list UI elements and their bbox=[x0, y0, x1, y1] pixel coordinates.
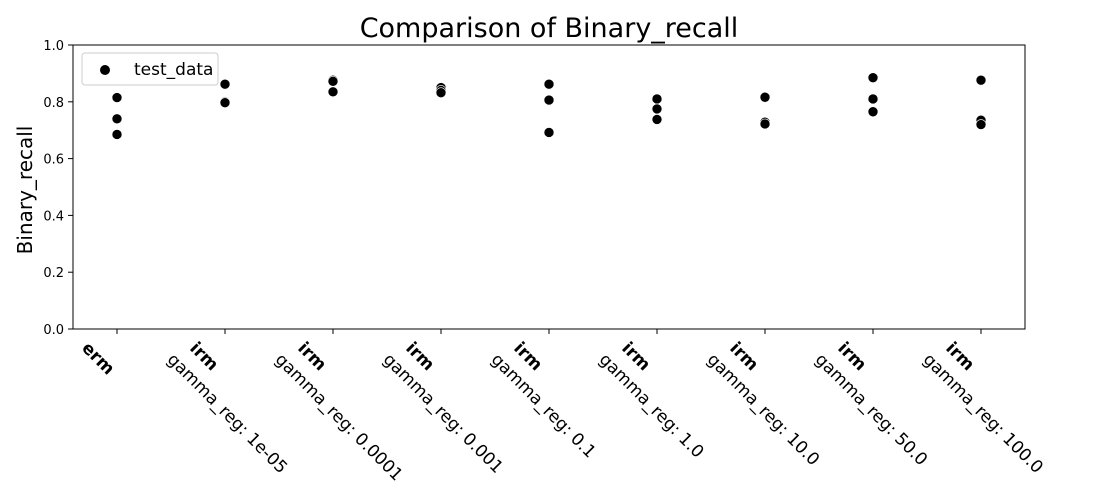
x-tick-label-sub: gamma_reg: 10.0 bbox=[703, 350, 823, 470]
y-axis: 0.0 0.2 0.4 0.6 0.8 1.0 bbox=[43, 39, 73, 338]
data-point bbox=[219, 78, 231, 90]
data-point bbox=[111, 129, 123, 140]
x-tick-label-sub: gamma_reg: 50.0 bbox=[811, 350, 931, 470]
data-point bbox=[327, 86, 339, 98]
data-point bbox=[975, 119, 987, 130]
data-point bbox=[111, 92, 123, 103]
x-tick-label: erm bbox=[77, 338, 118, 379]
y-tick-label: 0.2 bbox=[43, 266, 64, 281]
data-point bbox=[975, 74, 987, 86]
y-tick-label: 0.4 bbox=[43, 209, 64, 224]
data-point bbox=[867, 72, 879, 83]
data-point bbox=[651, 93, 663, 105]
legend-box bbox=[81, 52, 219, 86]
data-point bbox=[435, 87, 447, 99]
x-tick-label-name: erm bbox=[77, 338, 118, 379]
y-tick-label: 0.0 bbox=[43, 323, 64, 338]
y-tick-label: 1.0 bbox=[43, 39, 64, 54]
data-point bbox=[651, 114, 663, 125]
data-point bbox=[759, 118, 771, 130]
legend: test_data bbox=[81, 52, 219, 86]
legend-label-test-data: test_data bbox=[134, 60, 213, 80]
x-tick-label-sub: gamma_reg: 100.0 bbox=[919, 350, 1047, 478]
x-tick-label-sub: gamma_reg: 1e-05 bbox=[163, 350, 291, 478]
x-tick-label-sub: gamma_reg: 0.001 bbox=[379, 350, 507, 478]
y-tick-label: 0.8 bbox=[43, 96, 64, 111]
data-point bbox=[111, 113, 123, 125]
data-point bbox=[867, 106, 879, 118]
y-axis-label: Binary_recall bbox=[13, 126, 37, 255]
chart-title: Comparison of Binary_recall bbox=[360, 13, 739, 44]
x-tick-label-sub: gamma_reg: 0.1 bbox=[487, 350, 600, 463]
x-tick-label-sub: gamma_reg: 1.0 bbox=[595, 350, 708, 463]
data-point bbox=[543, 94, 555, 106]
y-tick-label: 0.6 bbox=[43, 153, 64, 168]
data-point bbox=[867, 93, 879, 105]
data-point bbox=[219, 97, 231, 108]
data-point bbox=[327, 76, 339, 87]
data-point bbox=[651, 103, 663, 115]
data-point bbox=[543, 127, 555, 138]
data-point bbox=[543, 78, 555, 90]
legend-marker bbox=[100, 65, 110, 75]
data-points bbox=[111, 72, 987, 140]
data-point bbox=[759, 91, 771, 103]
